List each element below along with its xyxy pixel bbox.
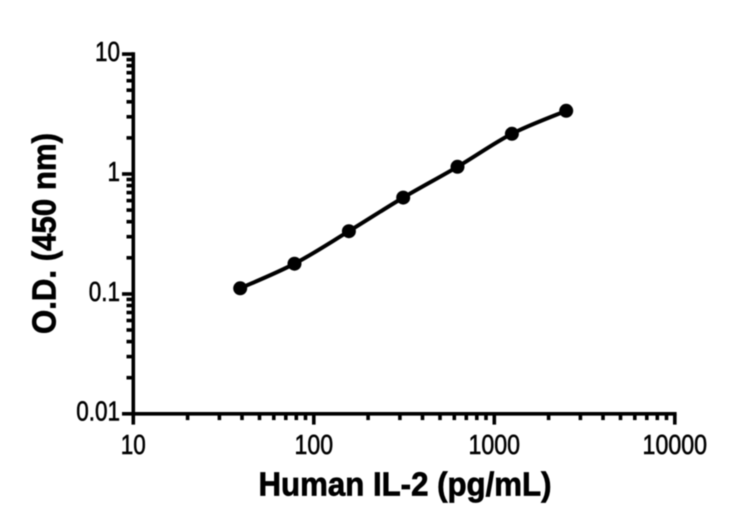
svg-text:1: 1 — [108, 156, 121, 187]
svg-text:100: 100 — [295, 429, 334, 460]
svg-text:10: 10 — [121, 429, 146, 460]
svg-text:Human IL-2 (pg/mL): Human IL-2 (pg/mL) — [259, 465, 552, 502]
svg-text:0.01: 0.01 — [76, 396, 120, 427]
svg-text:O.D. (450 nm): O.D. (450 nm) — [26, 133, 63, 334]
svg-text:10: 10 — [95, 36, 120, 67]
svg-text:10000: 10000 — [643, 429, 708, 460]
svg-text:1000: 1000 — [469, 429, 521, 460]
svg-text:0.1: 0.1 — [89, 276, 120, 307]
